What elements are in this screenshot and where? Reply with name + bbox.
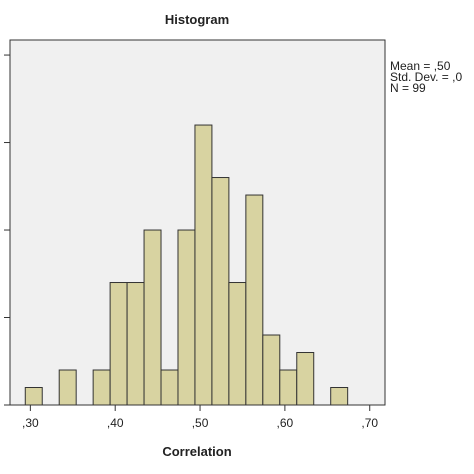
x-tick-label: ,30 xyxy=(22,416,39,430)
bar xyxy=(24,387,43,406)
bar xyxy=(143,229,162,406)
annotation: Std. Dev. = ,0 xyxy=(390,70,462,84)
x-tick-label: ,40 xyxy=(107,416,124,430)
bar xyxy=(245,194,264,406)
annotation: Mean = ,50 xyxy=(390,59,451,73)
bar xyxy=(279,369,298,406)
chart-title: Histogram xyxy=(165,12,229,27)
bar xyxy=(330,387,349,406)
bar xyxy=(194,124,213,406)
bar xyxy=(211,177,230,406)
x-tick-label: ,60 xyxy=(277,416,294,430)
x-tick-label: ,70 xyxy=(361,416,378,430)
bar xyxy=(109,282,128,406)
bar xyxy=(296,352,315,406)
bar xyxy=(126,282,145,406)
bar xyxy=(177,229,196,406)
bar xyxy=(92,369,111,406)
bar xyxy=(262,334,281,406)
bar xyxy=(228,282,247,406)
bar xyxy=(160,369,179,406)
x-axis-label: Correlation xyxy=(162,444,231,459)
bar xyxy=(58,369,77,406)
x-tick-label: ,50 xyxy=(192,416,209,430)
annotation: N = 99 xyxy=(390,81,426,95)
